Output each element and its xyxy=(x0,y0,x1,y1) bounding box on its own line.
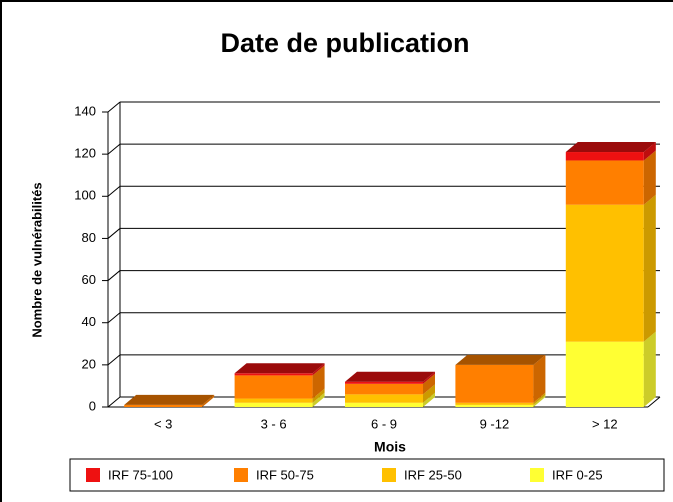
y-tick-label: 140 xyxy=(74,103,96,118)
x-axis-label: Mois xyxy=(374,439,406,455)
chart-title: Date de publication xyxy=(220,28,469,58)
bar-side xyxy=(423,371,435,384)
bar-segment xyxy=(345,383,423,395)
bar-segment xyxy=(565,341,644,407)
y-tick-label: 0 xyxy=(89,398,96,413)
bar-segment xyxy=(455,402,534,405)
x-tick-label: 3 - 6 xyxy=(261,416,287,431)
bar-side xyxy=(643,194,656,342)
x-tick-label: 6 - 9 xyxy=(371,416,397,431)
y-tick-label: 20 xyxy=(82,356,96,371)
bar-side xyxy=(643,142,656,161)
grid-line xyxy=(107,228,121,239)
bar-side xyxy=(423,373,435,395)
legend-swatch xyxy=(234,468,248,482)
grid-line xyxy=(107,143,121,155)
floor-edge xyxy=(647,396,661,408)
grid-line xyxy=(107,354,121,366)
bar-top xyxy=(345,371,435,382)
grid-line xyxy=(107,185,121,197)
legend-box xyxy=(69,458,665,492)
bar-side xyxy=(533,392,546,405)
y-tick-label: 120 xyxy=(74,146,96,161)
x-tick-label: 9 -12 xyxy=(480,416,510,431)
y-tick-label: 60 xyxy=(82,272,96,287)
bar-top xyxy=(565,142,656,153)
bar-segment xyxy=(455,364,534,403)
bar-segment xyxy=(124,404,203,407)
legend-label: IRF 0-25 xyxy=(552,467,603,482)
bar-side xyxy=(312,363,325,376)
bar-side xyxy=(312,392,325,407)
bar-top xyxy=(124,394,215,405)
bar-side xyxy=(312,365,325,399)
legend-label: IRF 50-75 xyxy=(256,467,314,482)
bar-side xyxy=(533,394,546,407)
bar-segment xyxy=(234,375,313,399)
bar-top xyxy=(234,363,325,374)
y-axis-label: Nombre de vulnérabilités xyxy=(29,182,44,337)
bar-top xyxy=(455,354,546,365)
grid-line xyxy=(107,396,121,408)
legend-swatch xyxy=(382,468,396,482)
bar-segment xyxy=(565,204,644,342)
bar-side xyxy=(423,392,435,407)
bar-side xyxy=(312,388,325,403)
legend-swatch xyxy=(530,468,544,482)
bar-segment xyxy=(345,381,423,384)
bar-segment xyxy=(234,398,313,403)
bar-segment xyxy=(565,160,644,205)
grid-line xyxy=(107,312,121,324)
bar-segment xyxy=(345,394,423,403)
y-tick-label: 40 xyxy=(82,314,96,329)
grid-line xyxy=(107,101,121,113)
bar-segment xyxy=(345,402,423,407)
y-tick-label: 100 xyxy=(74,188,96,203)
bar-segment xyxy=(234,402,313,407)
legend-label: IRF 75-100 xyxy=(108,467,173,482)
legend-swatch xyxy=(86,468,100,482)
legend-label: IRF 25-50 xyxy=(404,467,462,482)
grid-line xyxy=(107,270,121,281)
bar-side xyxy=(533,354,546,403)
x-tick-label: > 12 xyxy=(592,416,618,431)
bar-side xyxy=(423,384,435,403)
y-tick-label: 80 xyxy=(82,230,96,245)
bar-segment xyxy=(234,373,313,376)
bar-side xyxy=(643,150,656,205)
bar-segment xyxy=(565,152,644,161)
bar-segment xyxy=(455,404,534,407)
x-tick-label: < 3 xyxy=(154,416,172,431)
bar-side xyxy=(643,331,656,407)
bar-side xyxy=(202,394,215,407)
